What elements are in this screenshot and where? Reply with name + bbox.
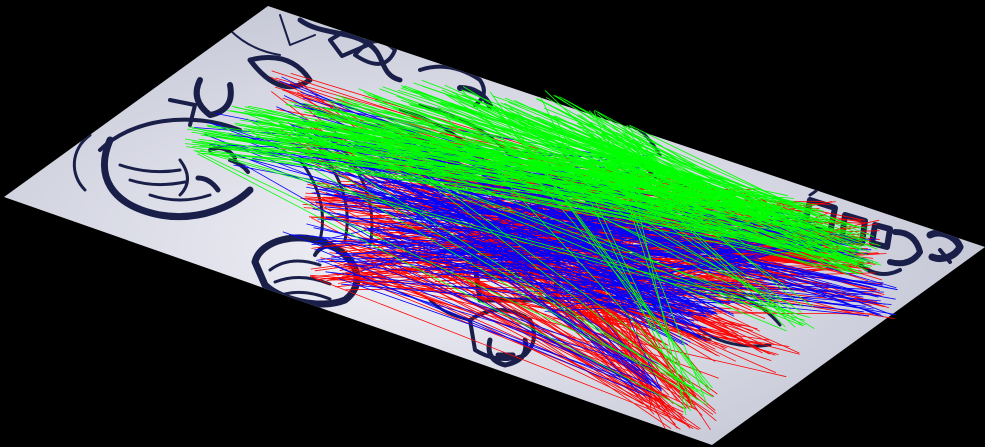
match-line (311, 276, 668, 417)
match-line (338, 278, 635, 383)
match-line (318, 249, 663, 390)
match-line (486, 225, 711, 298)
match-line (421, 79, 862, 248)
match-line (325, 216, 695, 322)
match-line (207, 125, 829, 232)
match-line (330, 100, 789, 197)
match-line (441, 111, 703, 397)
match-line (282, 231, 637, 363)
match-line (226, 152, 646, 268)
match-line (203, 133, 702, 329)
match-line (278, 122, 804, 327)
match-line (363, 91, 788, 316)
match-line (332, 106, 688, 387)
match-line (497, 111, 710, 392)
match-line (620, 134, 687, 416)
match-line (195, 150, 714, 398)
match-line (233, 164, 898, 291)
match-line (615, 131, 865, 237)
match-line (536, 98, 854, 256)
match-line (610, 143, 850, 267)
match-line (589, 137, 788, 216)
match-line (432, 247, 644, 253)
match-line (402, 86, 746, 201)
match-line (570, 280, 864, 313)
match-line (249, 130, 705, 404)
match-line (582, 129, 696, 198)
match-line (603, 275, 877, 291)
match-line (439, 255, 662, 366)
match-line (449, 94, 759, 235)
match-line (318, 255, 756, 263)
match-line (306, 223, 701, 329)
match-line (334, 264, 646, 396)
match-line (319, 119, 806, 326)
match-line (328, 108, 706, 224)
match-line (229, 110, 647, 176)
match-line (279, 123, 698, 393)
match-line (192, 127, 734, 207)
match-line (206, 124, 638, 187)
match-line (443, 92, 815, 330)
match-line (243, 163, 652, 398)
match-line (368, 251, 644, 387)
match-line (358, 88, 660, 207)
match-line (328, 259, 636, 374)
match-line (391, 224, 713, 310)
match-line (451, 102, 655, 210)
match-line (199, 149, 811, 318)
match-line (618, 153, 706, 180)
match-line (622, 125, 689, 203)
match-line (192, 146, 711, 184)
match-line (189, 126, 861, 275)
match-line (197, 153, 687, 410)
match-line (544, 293, 873, 312)
match-line (543, 244, 662, 392)
match-line (200, 140, 746, 241)
match-line (597, 111, 841, 244)
match-line (198, 152, 814, 227)
match-line (597, 136, 786, 328)
match-line (343, 106, 822, 212)
match-line (208, 153, 805, 321)
match-line (611, 277, 874, 310)
match-line (361, 188, 877, 289)
match-line (236, 134, 879, 298)
match-line (231, 105, 870, 269)
match-line (563, 279, 776, 356)
match-line (613, 147, 657, 198)
match-line (234, 106, 663, 186)
match-line (212, 136, 649, 180)
match-line (246, 118, 695, 390)
match-line (245, 113, 799, 315)
match-line (629, 124, 784, 201)
match-line (436, 259, 696, 406)
match-line (326, 149, 649, 384)
match-line (354, 180, 683, 344)
match-line (554, 117, 814, 308)
match-line (367, 182, 691, 343)
match-line (603, 128, 829, 226)
match-line (342, 276, 639, 356)
match-line (504, 97, 822, 219)
match-line (449, 215, 689, 345)
match-line (313, 109, 827, 271)
match-line (329, 108, 835, 251)
match-line (455, 106, 855, 271)
match-line (345, 243, 699, 430)
match-line (344, 171, 716, 315)
match-line (594, 109, 769, 224)
match-line (624, 132, 698, 203)
match-lines-green (185, 79, 882, 416)
match-line (335, 167, 874, 286)
match-line (573, 284, 695, 326)
match-line (465, 210, 764, 247)
match-line (417, 194, 898, 290)
match-line (574, 317, 790, 347)
match-line (606, 134, 694, 408)
match-line (358, 189, 846, 267)
